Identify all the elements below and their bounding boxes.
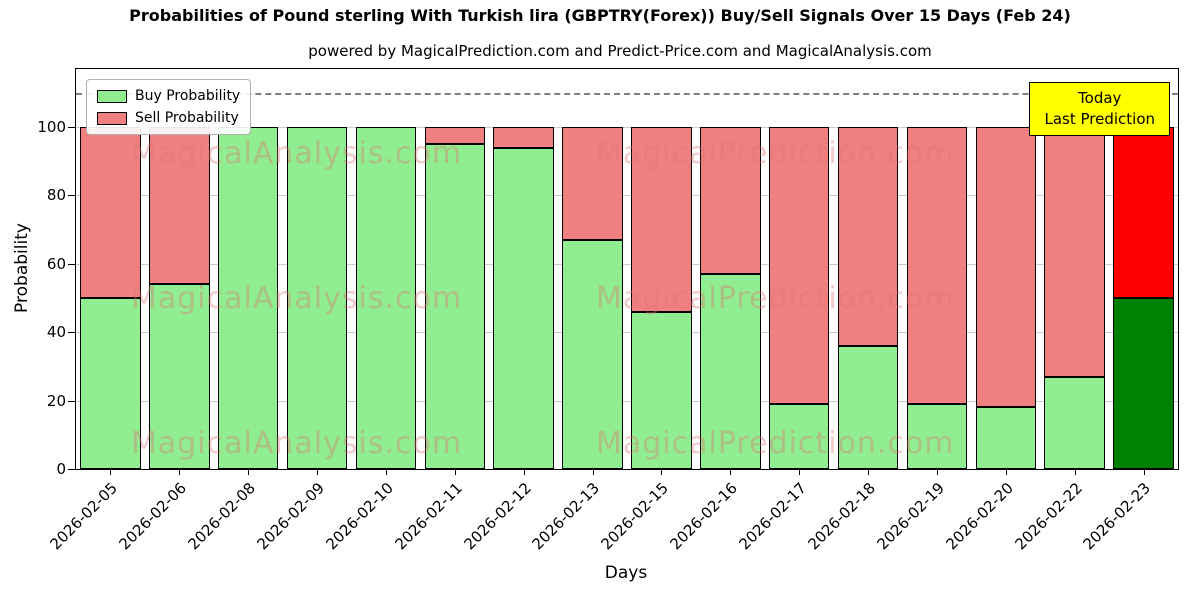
x-tick-label: 2026-02-23 [1079, 479, 1155, 554]
x-tick-mark [799, 469, 801, 475]
legend: Buy Probability Sell Probability [86, 79, 252, 135]
y-tick-label: 20 [46, 391, 66, 410]
x-tick-mark [317, 469, 319, 475]
y-tick-label: 80 [46, 186, 66, 205]
bar-segment-buy [355, 127, 417, 469]
bar-segment-sell [1113, 127, 1174, 299]
y-tick-label: 0 [56, 460, 66, 478]
bar-segment-buy [562, 239, 623, 469]
x-tick-mark [936, 469, 938, 475]
x-tick-mark [661, 469, 663, 475]
x-tick-label: 2026-02-05 [46, 479, 122, 554]
gridline [76, 400, 1178, 402]
bar-segment-buy [837, 345, 899, 469]
y-tick-mark [68, 195, 76, 197]
bar-segment-buy [493, 147, 554, 469]
legend-item-sell: Sell Probability [97, 110, 240, 126]
dashed-threshold-line [76, 92, 1178, 95]
annotation-line-1: Today [1078, 89, 1122, 107]
x-tick-mark [730, 469, 732, 475]
x-tick-mark [523, 469, 525, 475]
x-axis-label: Days [604, 563, 648, 583]
x-tick-label: 2026-02-20 [942, 479, 1017, 554]
bar-segment-buy [906, 404, 968, 469]
chart-title: Probabilities of Pound sterling With Tur… [129, 6, 1071, 25]
x-tick-label: 2026-02-15 [597, 479, 673, 554]
bar-segment-sell [975, 127, 1037, 408]
y-tick-mark [68, 127, 76, 129]
bar-segment-buy [286, 127, 348, 469]
bar-segment-sell [493, 127, 554, 148]
gridline [76, 332, 1178, 334]
x-tick-mark [1074, 469, 1076, 475]
bar-segment-buy [149, 284, 210, 469]
x-tick-label: 2026-02-11 [391, 479, 466, 554]
chart-subtitle: powered by MagicalPrediction.com and Pre… [308, 42, 932, 60]
x-tick-mark [385, 469, 387, 475]
x-tick-label: 2026-02-12 [460, 479, 535, 554]
bar-segment-sell [700, 127, 761, 275]
gridline [76, 127, 1178, 129]
x-tick-mark [1143, 469, 1145, 475]
bar-segment-sell [768, 127, 830, 405]
x-tick-label: 2026-02-09 [253, 479, 328, 554]
x-tick-label: 2026-02-13 [528, 479, 604, 554]
bar-segment-buy [1044, 376, 1105, 469]
legend-item-buy: Buy Probability [97, 88, 240, 104]
y-tick-mark [68, 469, 76, 470]
bar-segment-sell [906, 127, 968, 405]
x-tick-label: 2026-02-17 [735, 479, 810, 554]
bar-segment-buy [631, 311, 692, 469]
bar-segment-buy [700, 274, 761, 469]
x-tick-label: 2026-02-16 [666, 479, 742, 554]
x-tick-label: 2026-02-06 [115, 479, 191, 554]
bar-segment-sell [149, 127, 210, 285]
bar-segment-buy [768, 404, 830, 469]
gridline [76, 263, 1178, 265]
bar-segment-sell [837, 127, 899, 346]
bar-segment-sell [80, 127, 141, 299]
y-tick-label: 40 [46, 323, 66, 342]
y-tick-label: 100 [37, 118, 66, 137]
y-tick-mark [68, 332, 76, 334]
bar-segment-buy [217, 127, 279, 469]
bar-segment-sell [631, 127, 692, 312]
x-tick-mark [1005, 469, 1007, 475]
legend-label-buy: Buy Probability [135, 88, 241, 104]
y-axis-label: Probability [12, 223, 32, 313]
x-tick-mark [592, 469, 594, 475]
x-tick-label: 2026-02-08 [184, 479, 259, 554]
plot-area: Buy Probability Sell Probability Today L… [37, 68, 1179, 553]
bar-segment-sell [1044, 127, 1105, 377]
gridline [76, 195, 1178, 197]
x-tick-mark [179, 469, 181, 475]
x-tick-mark [110, 469, 112, 475]
buy-color-swatch [97, 89, 127, 103]
y-tick-mark [68, 263, 76, 265]
today-annotation: Today Last Prediction [1029, 82, 1170, 136]
bar-segment-buy [424, 144, 486, 469]
x-tick-label: 2026-02-19 [873, 479, 948, 554]
x-tick-label: 2026-02-22 [1011, 479, 1086, 554]
bar-segment-buy [975, 407, 1037, 469]
bar-segment-sell [424, 127, 486, 145]
x-tick-mark [868, 469, 870, 475]
y-tick-mark [68, 400, 76, 402]
x-tick-label: 2026-02-10 [322, 479, 397, 554]
x-tick-mark [454, 469, 456, 475]
bar-segment-sell [562, 127, 623, 240]
legend-label-sell: Sell Probability [135, 110, 239, 126]
x-tick-label: 2026-02-18 [804, 479, 879, 554]
bar-segment-buy [1113, 298, 1174, 469]
x-tick-mark [248, 469, 250, 475]
sell-color-swatch [97, 111, 127, 125]
annotation-line-2: Last Prediction [1044, 110, 1155, 128]
bar-segment-buy [80, 298, 141, 469]
y-tick-label: 60 [46, 254, 66, 273]
